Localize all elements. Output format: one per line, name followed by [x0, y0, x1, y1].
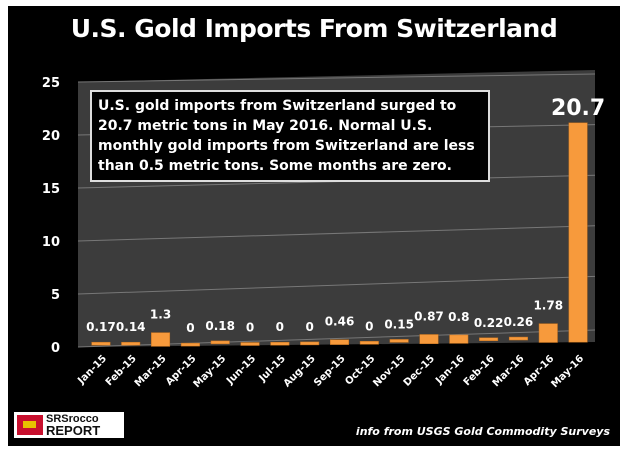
data-label: 0 — [246, 321, 254, 335]
bar — [508, 336, 528, 341]
data-label: 0.87 — [414, 309, 444, 323]
data-label: 0 — [365, 319, 373, 333]
x-tick-label: Nov-15 — [371, 353, 407, 389]
x-tick-label: May-16 — [549, 353, 586, 390]
chart-title: U.S. Gold Imports From Switzerland — [70, 14, 558, 43]
gridline — [77, 73, 596, 83]
bar — [180, 342, 200, 347]
bar — [240, 342, 260, 346]
logo-line2: REPORT — [46, 423, 101, 438]
source-credit: info from USGS Gold Commodity Surveys — [355, 425, 610, 438]
gridline — [77, 225, 596, 242]
srsrocco-logo: SRSrocco REPORT — [14, 412, 124, 438]
y-tick-label: 20 — [42, 129, 60, 144]
data-label: 0 — [305, 320, 313, 334]
data-label: 0.18 — [205, 319, 235, 333]
data-label: 0.17 — [86, 320, 116, 334]
y-tick-label: 5 — [51, 288, 60, 303]
bar — [151, 332, 171, 347]
y-tick-label: 0 — [51, 341, 60, 356]
x-tick-label: May-15 — [192, 353, 229, 390]
bar — [479, 337, 499, 342]
data-label: 0.46 — [325, 315, 355, 329]
x-tick-label: Jun-15 — [224, 353, 258, 387]
bar — [300, 341, 320, 346]
logo-mark-icon — [17, 415, 43, 435]
data-label: 20.7 — [551, 96, 605, 121]
data-label: 1.3 — [150, 308, 171, 322]
data-label: 0.8 — [448, 310, 469, 324]
data-label: 1.78 — [533, 299, 563, 313]
y-tick-label: 25 — [42, 76, 60, 91]
bar — [389, 339, 409, 343]
data-label: 0.15 — [384, 317, 414, 331]
bar — [538, 323, 558, 343]
y-tick-label: 10 — [42, 235, 60, 250]
bar — [121, 341, 141, 346]
gridline — [77, 275, 596, 295]
bar — [270, 341, 290, 346]
bar — [568, 122, 588, 343]
bar — [359, 341, 379, 345]
x-tick-label: Aug-15 — [282, 353, 318, 389]
data-label: 0 — [186, 321, 194, 335]
x-tick-label: Dec-15 — [402, 353, 437, 388]
data-label: 0.26 — [504, 315, 534, 329]
data-label: 0.22 — [474, 316, 504, 330]
data-label: 0 — [276, 320, 284, 334]
x-tick-label: Sep-15 — [312, 353, 348, 389]
bar — [419, 334, 439, 344]
bar — [330, 339, 349, 345]
x-tick-label: Mar-15 — [133, 353, 169, 389]
annotation-box: U.S. gold imports from Switzerland surge… — [90, 90, 490, 182]
x-tick-label: Mar-16 — [491, 353, 527, 389]
data-label: 0.14 — [116, 320, 146, 334]
y-tick-label: 15 — [42, 182, 60, 197]
bar — [210, 340, 230, 345]
logo-line1: SRSrocco — [46, 413, 99, 425]
bar — [449, 334, 469, 344]
bar — [91, 341, 111, 346]
